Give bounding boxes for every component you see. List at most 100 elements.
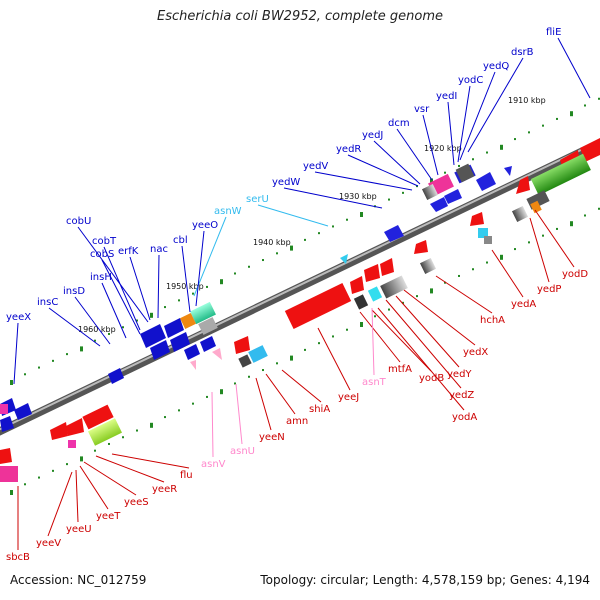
gene-arrow-reverse [470, 212, 484, 226]
leader-line-serU [257, 204, 329, 227]
gene-label-asnU: asnU [230, 446, 255, 457]
tick-mark [472, 158, 474, 161]
gene-label-yedX: yedX [463, 347, 488, 358]
gene-block [238, 354, 252, 368]
tick-mark [388, 198, 390, 201]
leader-line-cobU [77, 226, 149, 323]
gene-label-yedY: yedY [447, 369, 472, 380]
tick-mark [150, 422, 153, 428]
gene-block [455, 163, 475, 183]
leader-line-yedR [347, 154, 419, 187]
gene-block [284, 282, 352, 330]
leader-line-asnU [235, 383, 243, 445]
upper-gene-labels: fliEdsrByedQyodCyedIvsrdcmyedJyedRyedVye… [6, 27, 561, 323]
scale-label-1910: 1910 kbp [508, 96, 546, 105]
tick-mark [332, 335, 334, 338]
gene-arrow-reverse [380, 258, 394, 276]
genome-summary: Topology: circular; Length: 4,578,159 bp… [260, 573, 590, 587]
gene-arrow-forward [164, 318, 184, 338]
gene-label-erfK: erfK [118, 246, 139, 257]
tick-mark [262, 369, 264, 372]
gene-label-yeeU: yeeU [66, 524, 92, 535]
gene-arrow-forward [580, 138, 600, 162]
leader-line-yedV [314, 171, 413, 191]
scale-label-1940: 1940 kbp [253, 238, 291, 247]
leader-line-cobT [103, 246, 141, 331]
tick-mark [52, 469, 54, 472]
gene-label-nac: nac [150, 244, 168, 255]
tick-mark [38, 476, 40, 479]
tick-mark [52, 359, 54, 362]
gene-arrow-reverse [190, 360, 196, 370]
gene-arrow-forward [0, 416, 14, 432]
leader-line-yeeX [13, 322, 19, 385]
tick-mark [374, 315, 376, 318]
gene-block [478, 228, 488, 238]
gene-label-yedJ: yedJ [362, 130, 383, 141]
tick-mark [220, 279, 223, 285]
gene-label-fliE: fliE [546, 27, 561, 38]
tick-mark [556, 117, 558, 120]
tick-mark [136, 319, 138, 322]
gene-block [248, 345, 268, 363]
leader-line-yedJ [373, 140, 421, 185]
leader-line-yeeN [255, 377, 272, 431]
tick-mark [598, 97, 600, 100]
tick-mark [472, 268, 474, 271]
gene-arrow-reverse [516, 176, 530, 194]
leader-line-yeeJ [317, 327, 351, 391]
leader-line-yodD [534, 209, 575, 268]
leader-line-yeeO [195, 230, 205, 307]
tick-mark [570, 221, 573, 227]
gene-block [0, 404, 8, 414]
gene-label-insH: insH [90, 272, 112, 283]
gene-label-yedQ: yedQ [483, 61, 509, 72]
tick-mark [584, 104, 586, 107]
gene-label-asnW: asnW [214, 206, 242, 217]
gene-block [380, 275, 408, 299]
leader-line-yedX [403, 289, 476, 346]
gene-label-yeeN: yeeN [259, 432, 285, 443]
leader-line-vsr [422, 114, 439, 176]
tick-mark [150, 312, 153, 318]
gene-arrow-forward [170, 332, 190, 352]
tick-mark [360, 212, 363, 217]
gene-arrow-forward [184, 344, 200, 360]
tick-mark [192, 402, 194, 405]
scale-label-1950: 1950 kbp [166, 282, 204, 291]
tick-mark [584, 214, 586, 217]
gene-arrow-reverse [414, 240, 428, 254]
tick-mark [318, 232, 320, 235]
tick-mark [262, 259, 264, 262]
tick-mark [346, 328, 348, 331]
gene-arrow-forward [140, 324, 166, 348]
scale-label-1930: 1930 kbp [339, 192, 377, 201]
gene-arrow-forward [430, 197, 448, 212]
gene-block [198, 317, 218, 335]
leader-line-mtfA [359, 311, 401, 363]
tick-mark [542, 124, 544, 127]
gene-label-vsr: vsr [414, 104, 430, 115]
tick-mark [304, 238, 306, 241]
gene-label-dcm: dcm [388, 118, 410, 129]
tick-mark [164, 416, 166, 419]
leader-line-yeeR [95, 455, 165, 483]
gene-block [367, 286, 383, 302]
leader-line-dcm [396, 128, 433, 181]
gene-label-yodC: yodC [458, 75, 483, 86]
gene-block [353, 294, 369, 310]
gene-label-yeeT: yeeT [96, 511, 121, 522]
gene-label-asnT: asnT [362, 377, 387, 388]
gene-block [190, 301, 216, 325]
tick-mark [500, 144, 503, 150]
gene-arrow-forward [504, 166, 512, 176]
tick-mark [290, 245, 293, 251]
gene-label-yeeX: yeeX [6, 312, 31, 323]
gene-label-cobU: cobU [66, 216, 91, 227]
leader-line-cbl [181, 245, 191, 313]
gene-label-dsrB: dsrB [511, 47, 534, 58]
leader-line-fliE [557, 37, 591, 99]
gene-arrow-forward [14, 403, 32, 420]
gene-label-asnV: asnV [201, 459, 226, 470]
leader-line-yeeT [79, 465, 109, 510]
